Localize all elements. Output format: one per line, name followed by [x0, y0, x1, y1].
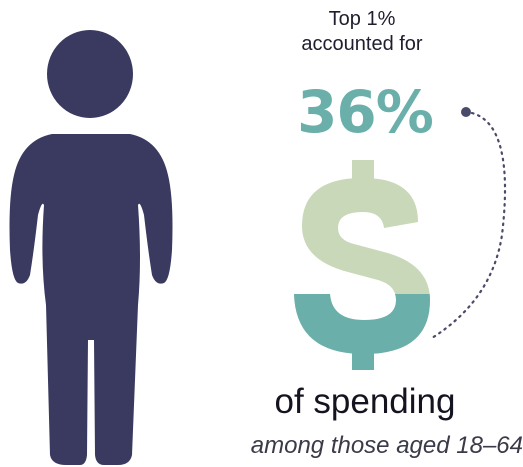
dollar-sign-icon [294, 160, 430, 370]
dotted-arc-connector [430, 107, 507, 340]
person-silhouette-icon [9, 30, 173, 465]
caption-main: of spending [274, 382, 456, 421]
headline-line-1: Top 1% [328, 8, 396, 30]
caption-sub: among those aged 18–64 [250, 432, 523, 459]
stat-percentage: 36% [297, 78, 434, 146]
headline-line-2: accounted for [301, 33, 423, 55]
